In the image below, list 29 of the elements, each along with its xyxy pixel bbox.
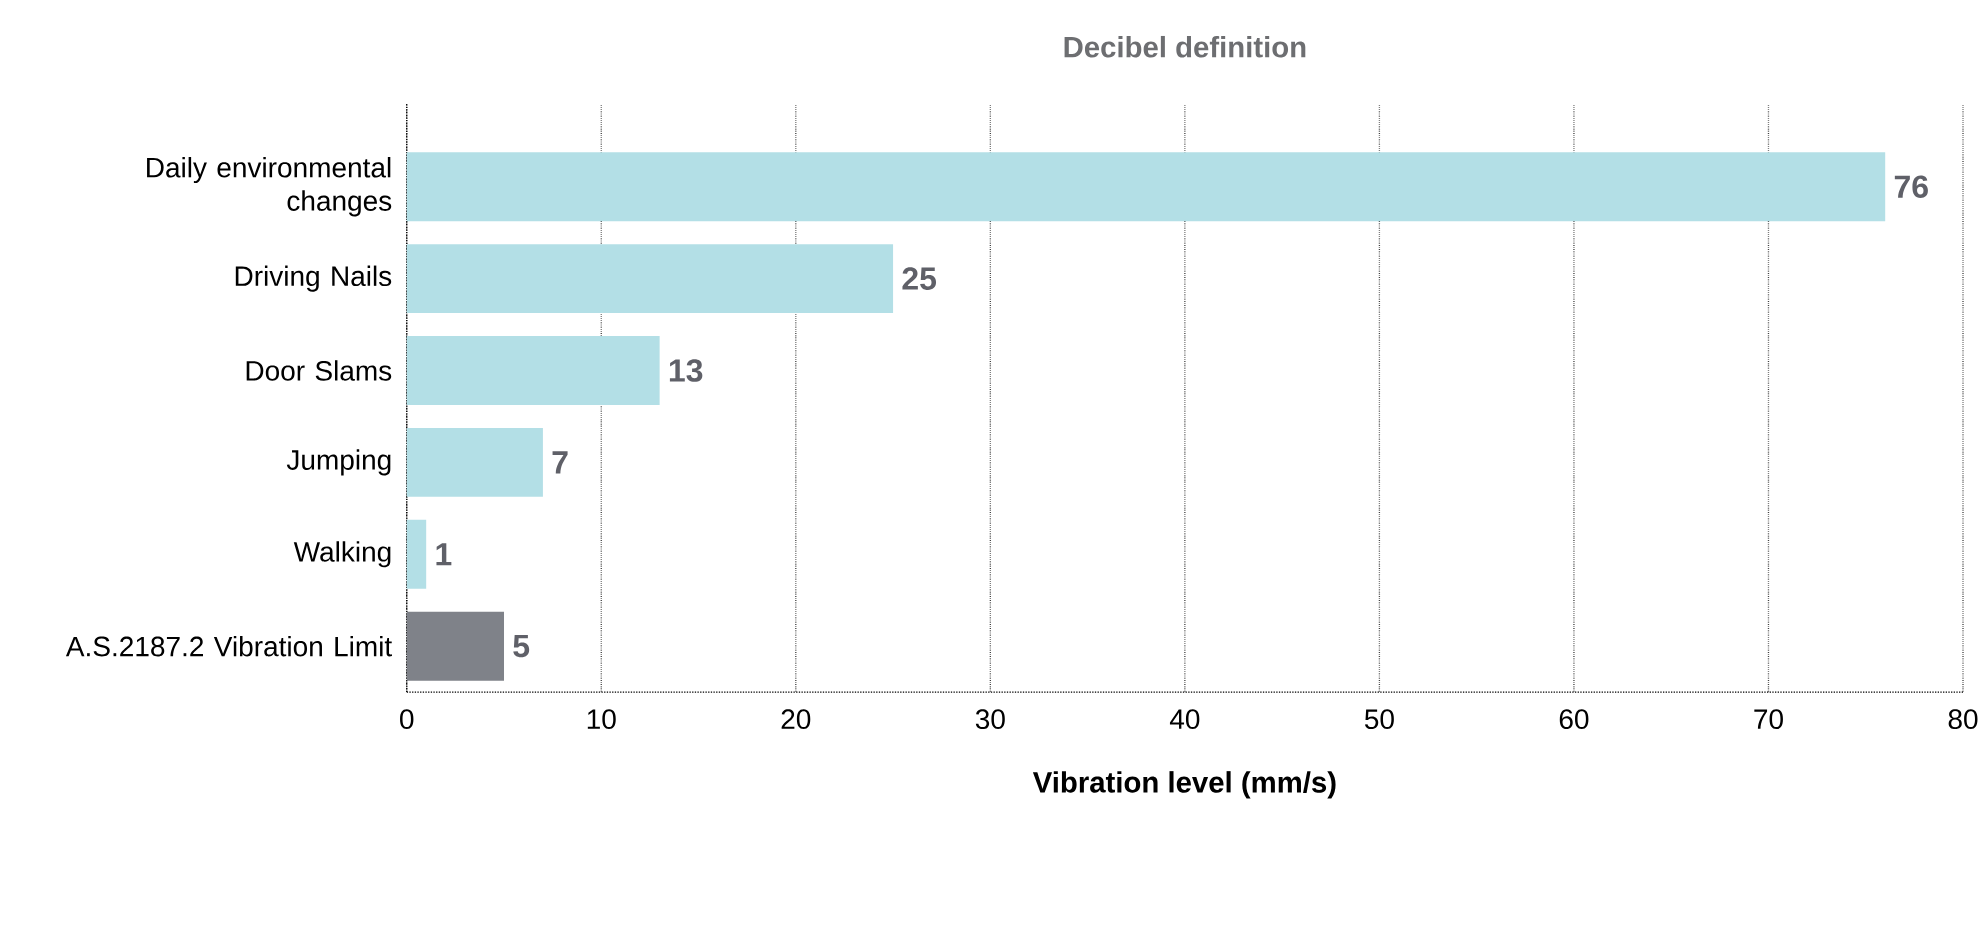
x-tick-label: 80 bbox=[1948, 709, 1978, 730]
y-tick-label: Door Slams bbox=[246, 360, 392, 381]
y-tick-label: Driving Nails bbox=[235, 265, 392, 292]
x-tick-label: 30 bbox=[975, 709, 1005, 730]
bar bbox=[406, 611, 504, 681]
x-tick-label: 40 bbox=[1169, 709, 1200, 730]
data-label: 25 bbox=[902, 267, 937, 290]
data-label: 76 bbox=[1894, 175, 1928, 198]
bar bbox=[406, 427, 543, 497]
bar bbox=[406, 335, 660, 405]
bar bbox=[406, 152, 1886, 222]
x-tick-label: 70 bbox=[1754, 709, 1783, 730]
x-tick-label: 50 bbox=[1364, 709, 1394, 730]
y-tick-label: Jumping bbox=[286, 449, 391, 476]
data-label: 1 bbox=[436, 543, 452, 566]
bar bbox=[406, 519, 427, 589]
x-tick-label: 0 bbox=[400, 709, 414, 730]
x-tick-label: 60 bbox=[1559, 709, 1589, 730]
data-label: 7 bbox=[552, 451, 568, 474]
y-tick-label: A.S.2187.2 Vibration Limit bbox=[65, 635, 392, 657]
x-axis-title: Vibration level (mm/s) bbox=[1032, 771, 1336, 799]
y-tick-label: Walking bbox=[293, 541, 391, 568]
data-label: 5 bbox=[513, 634, 530, 658]
chart-title: Decibel definition bbox=[1064, 35, 1306, 58]
x-tick-label: 10 bbox=[587, 709, 616, 730]
bar bbox=[406, 244, 894, 313]
data-label: 13 bbox=[669, 359, 703, 382]
y-tick-label: Daily environmental changes bbox=[147, 156, 392, 217]
x-tick-label: 20 bbox=[781, 709, 811, 730]
